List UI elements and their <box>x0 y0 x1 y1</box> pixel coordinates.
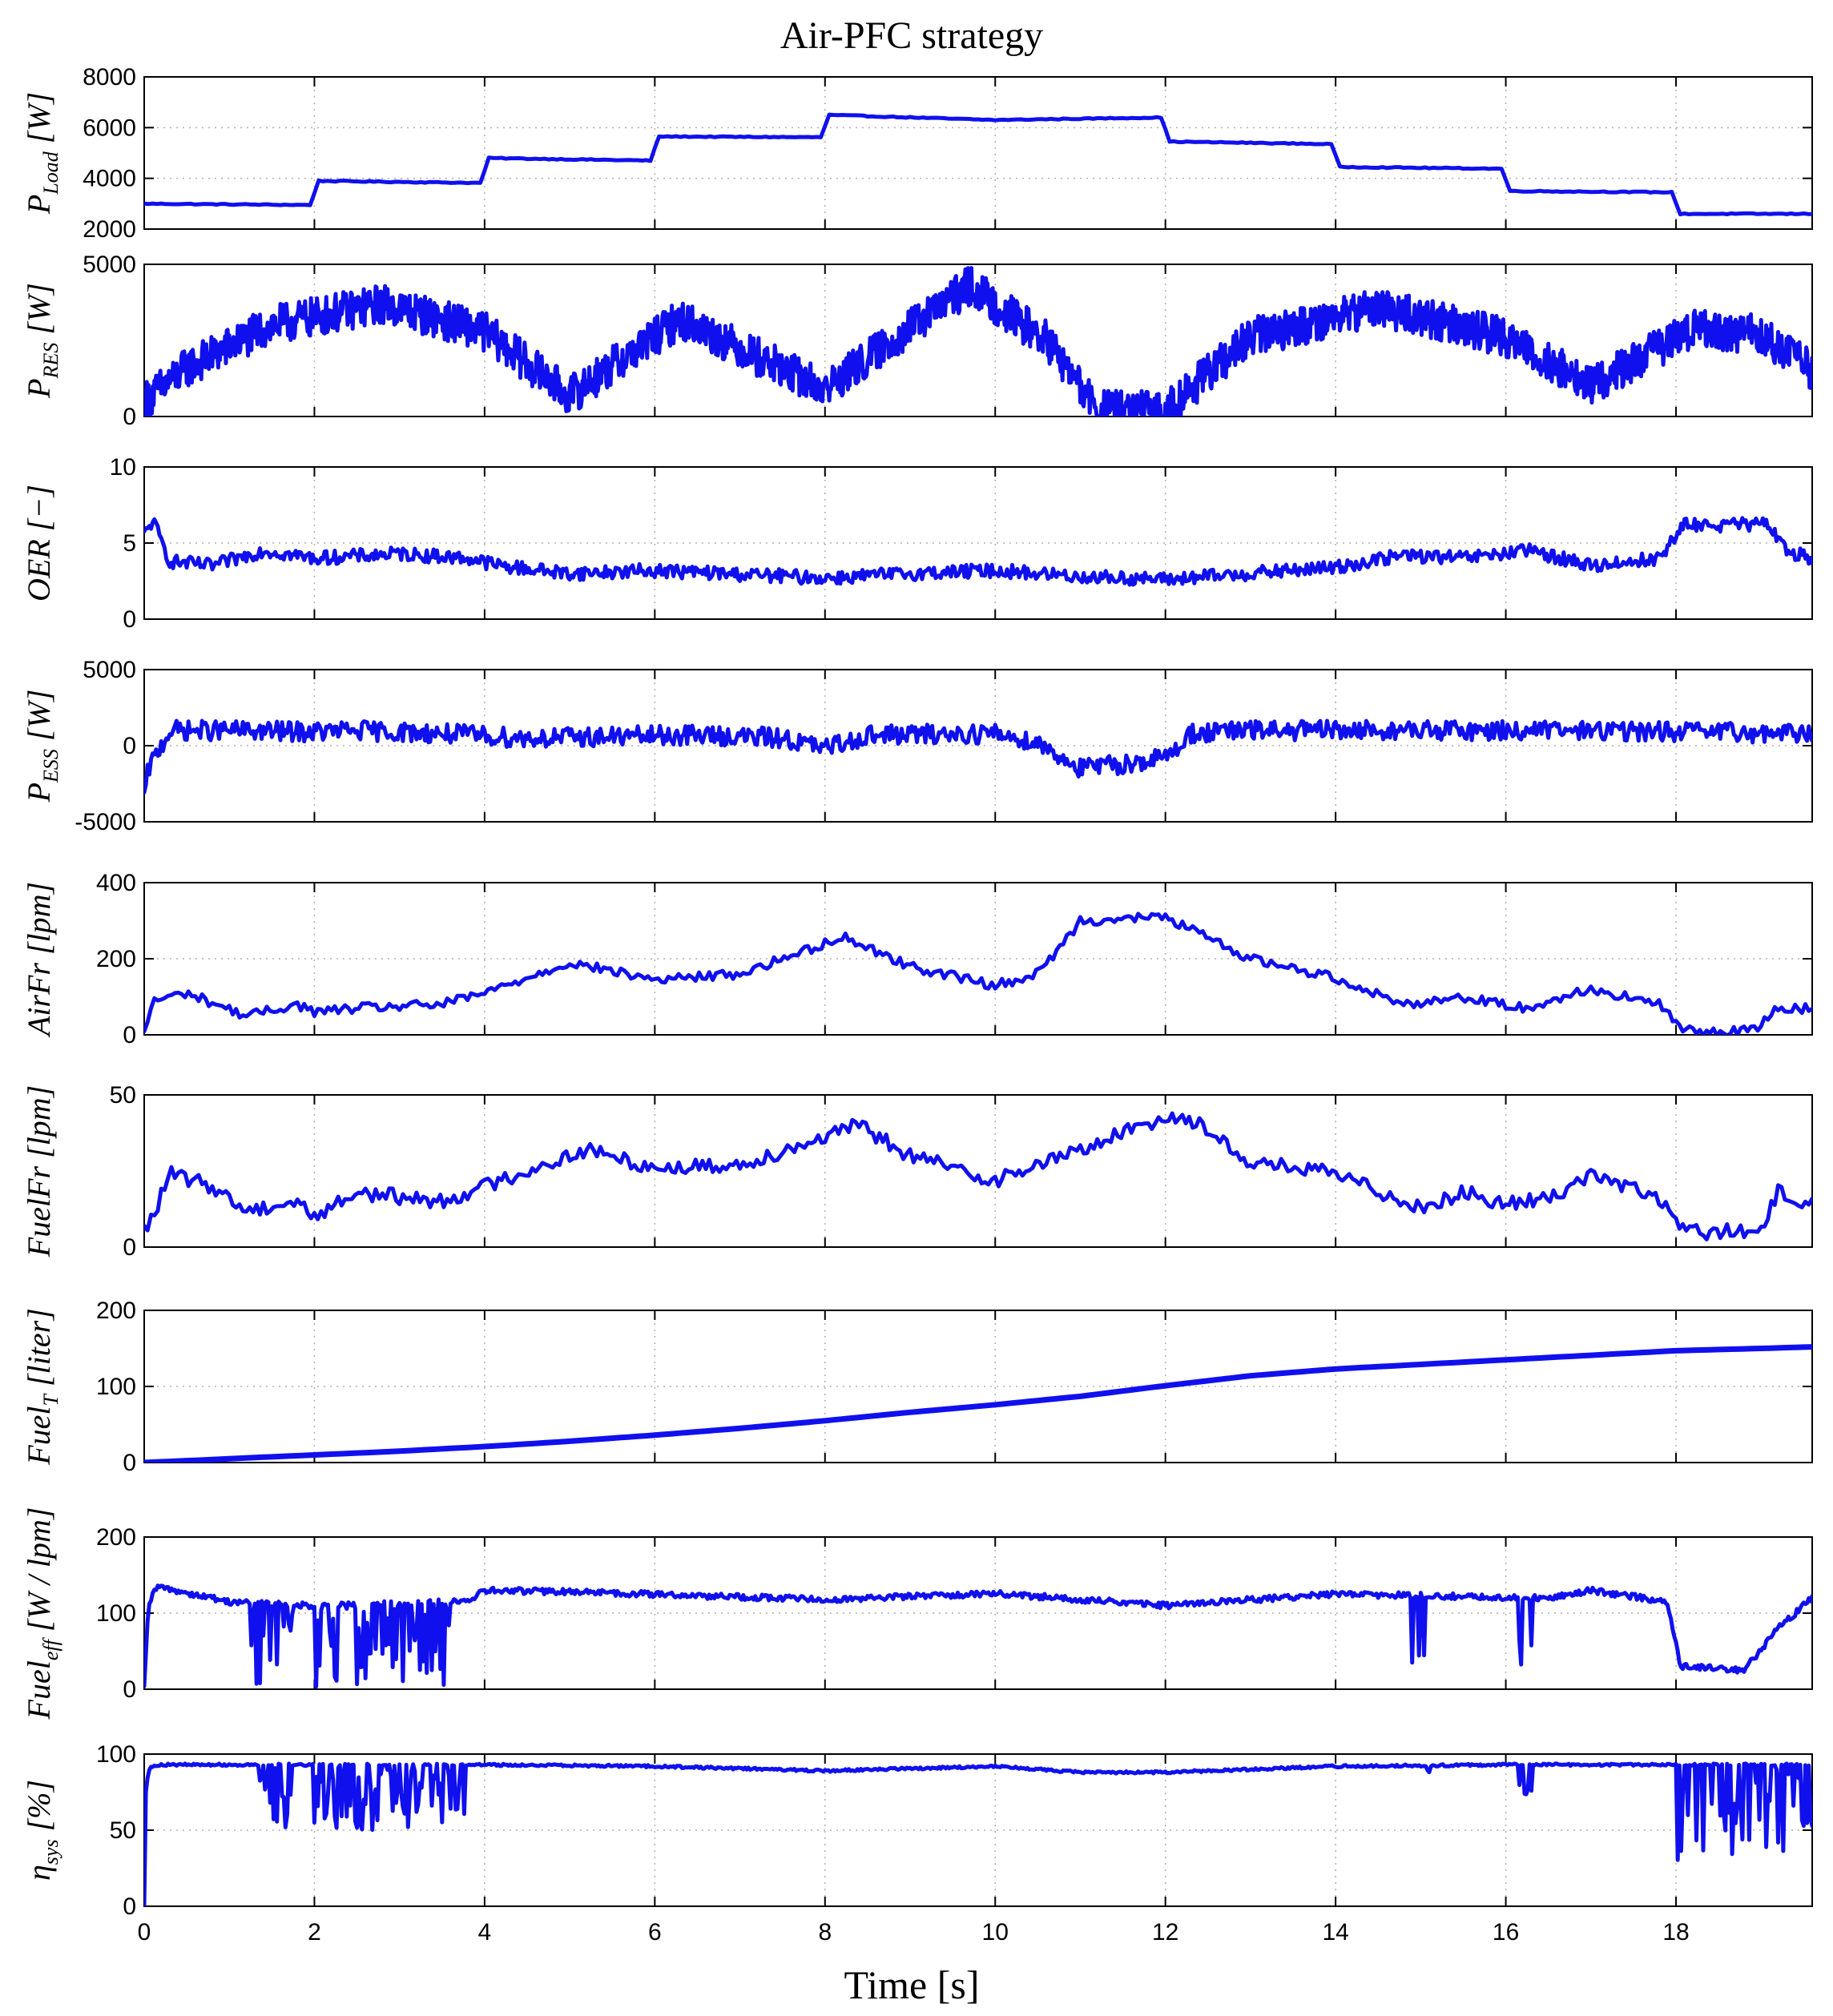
y-tick-label: 200 <box>96 946 136 972</box>
y-axis-label-main: Fuel <box>21 1406 57 1465</box>
y-axis-label-unit: [−] <box>21 485 57 539</box>
y-tick-label: 200 <box>96 1524 136 1551</box>
y-axis-label-main: η <box>21 1865 57 1881</box>
y-axis-label-unit: [lpm] <box>21 1085 57 1166</box>
y-tick-label: 10 <box>110 454 136 481</box>
data-series-line <box>144 911 1812 1035</box>
y-axis-label-unit: [liter] <box>21 1308 57 1394</box>
y-axis-label: FuelFr [lpm] <box>21 1085 57 1257</box>
y-tick-label: 2000 <box>83 216 136 243</box>
data-series-line <box>144 718 1812 795</box>
y-axis-label-unit: [W] <box>21 690 57 749</box>
y-axis-label-main: OER <box>21 539 57 602</box>
y-axis-label-unit: [W / lpm] <box>21 1507 57 1640</box>
y-tick-label: 5000 <box>83 657 136 683</box>
y-axis-label-main: AirFr <box>21 963 57 1039</box>
y-axis-label: Fueleff [W / lpm] <box>21 1507 62 1720</box>
figure-title: Air-PFC strategy <box>780 14 1043 57</box>
data-series-line <box>144 112 1812 217</box>
y-axis-label-unit: [%] <box>21 1780 57 1839</box>
y-axis-label-subscript: sys <box>39 1839 62 1865</box>
y-tick-label: 5 <box>123 530 136 557</box>
y-tick-label: 100 <box>96 1741 136 1768</box>
y-tick-label: 50 <box>110 1817 136 1844</box>
y-tick-label: 6000 <box>83 115 136 141</box>
y-axis-label-subscript: ESS <box>39 749 62 783</box>
y-tick-label: 0 <box>123 1022 136 1048</box>
y-tick-label: 0 <box>123 404 136 430</box>
y-tick-label: 100 <box>96 1374 136 1400</box>
x-tick-label: 16 <box>1493 1919 1519 1946</box>
y-axis-label-main: Fuel <box>21 1660 57 1720</box>
x-tick-label: 8 <box>818 1919 832 1946</box>
y-axis-label: ηsys [%] <box>21 1780 62 1881</box>
y-axis-label-main: FuelFr <box>21 1165 57 1257</box>
y-axis-label: AirFr [lpm] <box>21 882 57 1038</box>
subplot-panel: 0 5000 PRES [W] <box>21 251 1813 430</box>
y-axis-label: PESS [W] <box>21 690 62 803</box>
y-tick-label: 0 <box>123 1450 136 1476</box>
y-tick-label: 50 <box>110 1082 136 1109</box>
y-axis-label: PLoad [W] <box>21 92 62 215</box>
data-series-line <box>144 1111 1812 1241</box>
subplot-panel: 0 100 200 FuelT [liter] <box>21 1298 1813 1476</box>
y-tick-label: 0 <box>123 1676 136 1703</box>
y-axis-label-unit: [W] <box>21 92 57 151</box>
x-tick-label: 18 <box>1662 1919 1689 1946</box>
data-series-line <box>144 266 1812 416</box>
y-tick-label: 100 <box>96 1600 136 1627</box>
y-axis-label-subscript: Load <box>39 151 62 195</box>
y-tick-label: 8000 <box>83 64 136 91</box>
x-tick-label: 14 <box>1322 1919 1348 1946</box>
x-tick-label: 0 <box>138 1919 151 1946</box>
shared-x-axis: 0 2 4 6 8 10 12 14 16 18 <box>138 1919 1690 1946</box>
y-axis-label-main: P <box>21 195 57 215</box>
y-axis-label-unit: [W] <box>21 283 57 342</box>
x-tick-label: 6 <box>648 1919 662 1946</box>
x-axis-label: Time [s] <box>844 1962 979 2007</box>
data-series-line <box>144 516 1812 587</box>
data-series-line <box>144 1344 1812 1463</box>
subplot-panel: 0 5 10 OER [−] <box>21 454 1813 633</box>
x-tick-label: 10 <box>982 1919 1009 1946</box>
x-tick-label: 2 <box>308 1919 321 1946</box>
axes-frame <box>143 1094 1813 1248</box>
y-tick-label: 4000 <box>83 166 136 192</box>
y-tick-label: 5000 <box>83 251 136 278</box>
subplot-panel: 0 50 FuelFr [lpm] <box>21 1082 1813 1261</box>
subplot-panel: -5000 0 5000 PESS [W] <box>21 657 1813 835</box>
y-tick-label: 0 <box>123 606 136 633</box>
data-series-line <box>144 1761 1812 1906</box>
y-axis-label: FuelT [liter] <box>21 1308 62 1466</box>
subplot-panel: 0 100 200 Fueleff [W / lpm] <box>21 1507 1813 1720</box>
y-axis-label-subscript: eff <box>39 1636 62 1660</box>
x-tick-label: 4 <box>478 1919 492 1946</box>
y-axis-label-unit: [lpm] <box>21 882 57 963</box>
y-axis-label-main: P <box>21 783 57 803</box>
y-axis-label-subscript: RES <box>39 343 62 380</box>
y-tick-label: -5000 <box>75 809 136 835</box>
y-axis-label-subscript: T <box>39 1393 62 1406</box>
y-tick-label: 0 <box>123 1893 136 1920</box>
subplot-panel: 2000 4000 6000 8000 PLoad [W] <box>21 64 1813 243</box>
y-axis-label: PRES [W] <box>21 283 62 399</box>
y-tick-label: 400 <box>96 870 136 896</box>
data-series-line <box>144 1583 1812 1689</box>
subplot-panel: 0 200 400 AirFr [lpm] <box>21 870 1813 1048</box>
subplot-panel: 0 50 100 ηsys [%] <box>21 1741 1813 1920</box>
x-tick-label: 12 <box>1152 1919 1178 1946</box>
y-axis-label-main: P <box>21 378 57 398</box>
axes-frame <box>143 76 1813 230</box>
y-axis-label: OER [−] <box>21 485 57 602</box>
y-tick-label: 0 <box>123 733 136 759</box>
y-tick-label: 0 <box>123 1234 136 1261</box>
y-tick-label: 200 <box>96 1298 136 1324</box>
